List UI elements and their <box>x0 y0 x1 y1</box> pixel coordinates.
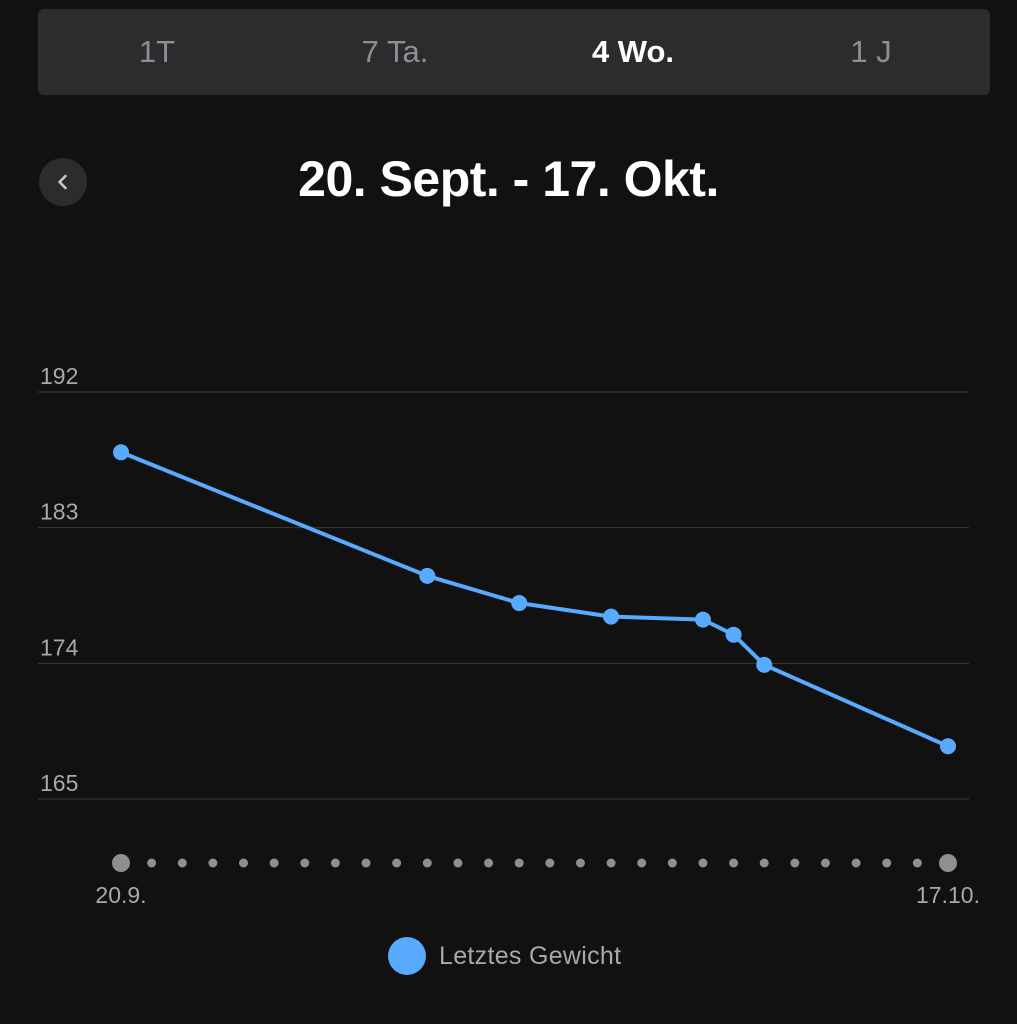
x-axis-day-dot <box>208 858 218 868</box>
x-axis-day-dot <box>912 858 922 868</box>
x-axis-day-dot <box>698 858 708 868</box>
x-tick-label: 20.9. <box>95 882 146 908</box>
date-range-title: 20. Sept. - 17. Okt. <box>298 151 719 207</box>
x-axis-day-dot <box>851 858 861 868</box>
series-line <box>119 450 950 749</box>
data-point <box>694 611 711 628</box>
x-axis-day-dot <box>939 854 957 872</box>
x-axis-day-dot <box>637 858 647 868</box>
data-point <box>725 626 742 643</box>
x-tick-label: 17.10. <box>916 882 980 908</box>
x-axis-day-dot <box>667 858 677 868</box>
x-axis-day-dot <box>453 858 463 868</box>
x-axis-day-dot <box>606 858 616 868</box>
x-axis-day-dot <box>392 858 402 868</box>
data-point <box>940 738 956 755</box>
legend-label: Letztes Gewicht <box>439 941 622 970</box>
data-point <box>113 444 129 461</box>
data-point <box>511 595 528 612</box>
data-point <box>419 567 436 584</box>
chart-legend: Letztes Gewicht <box>388 937 621 975</box>
tab-1-day[interactable]: 1T <box>138 34 176 69</box>
x-axis-day-dot <box>112 854 130 872</box>
legend-swatch <box>388 937 426 975</box>
time-range-selector: 1T 7 Ta. 4 Wo. 1 J <box>38 9 990 95</box>
weight-chart: 192 183 174 165 20.9. 17.10. <box>38 363 980 908</box>
x-axis-day-dot <box>330 858 340 868</box>
x-axis-day-dot <box>545 858 555 868</box>
x-axis-day-dot <box>759 858 769 868</box>
x-axis-day-dot <box>300 858 310 868</box>
x-axis-day-dot <box>790 858 800 868</box>
x-axis-day-dot <box>484 858 494 868</box>
y-tick-label: 183 <box>40 499 78 525</box>
tab-4-weeks[interactable]: 4 Wo. <box>591 34 675 69</box>
x-axis-day-dot <box>514 858 524 868</box>
x-axis-day-dot <box>882 858 892 868</box>
x-axis-day-dot <box>269 858 279 868</box>
x-axis-day-dot <box>239 858 249 868</box>
data-point <box>756 656 773 673</box>
y-tick-label: 165 <box>40 770 78 796</box>
x-axis-day-dot <box>422 858 432 868</box>
data-point <box>603 608 620 625</box>
x-axis-day-dot <box>177 858 187 868</box>
x-axis-day-dot <box>729 858 739 868</box>
x-axis-day-dot <box>575 858 585 868</box>
x-axis-day-dot <box>820 858 830 868</box>
x-axis-day-dot <box>361 858 371 868</box>
back-button[interactable] <box>39 158 87 206</box>
tab-7-days[interactable]: 7 Ta. <box>361 34 429 69</box>
y-tick-label: 174 <box>40 634 79 660</box>
tab-1-year[interactable]: 1 J <box>850 34 892 69</box>
chevron-left-icon <box>58 174 67 190</box>
y-tick-label: 192 <box>40 363 78 389</box>
x-axis-day-dot <box>147 858 157 868</box>
